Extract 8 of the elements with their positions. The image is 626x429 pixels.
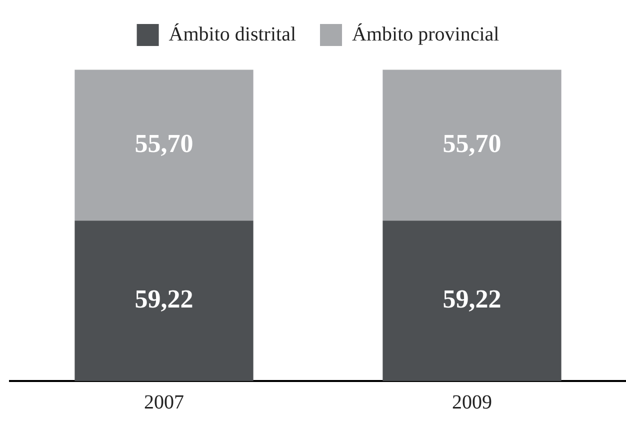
data-label: 55,70 xyxy=(134,128,194,158)
legend-label: Ámbito distrital xyxy=(168,22,296,46)
legend-label: Ámbito provincial xyxy=(352,22,500,46)
x-tick-label: 2009 xyxy=(452,391,492,414)
data-label: 55,70 xyxy=(442,128,502,158)
x-tick-label: 2007 xyxy=(144,391,184,414)
data-label: 59,22 xyxy=(134,284,194,314)
data-label: 59,22 xyxy=(442,284,502,314)
